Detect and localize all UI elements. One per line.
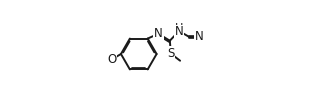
Text: H: H: [175, 23, 183, 33]
Text: N: N: [175, 25, 183, 38]
Text: S: S: [167, 47, 175, 60]
Text: N: N: [154, 27, 163, 40]
Text: O: O: [107, 53, 116, 66]
Text: N: N: [195, 30, 204, 43]
